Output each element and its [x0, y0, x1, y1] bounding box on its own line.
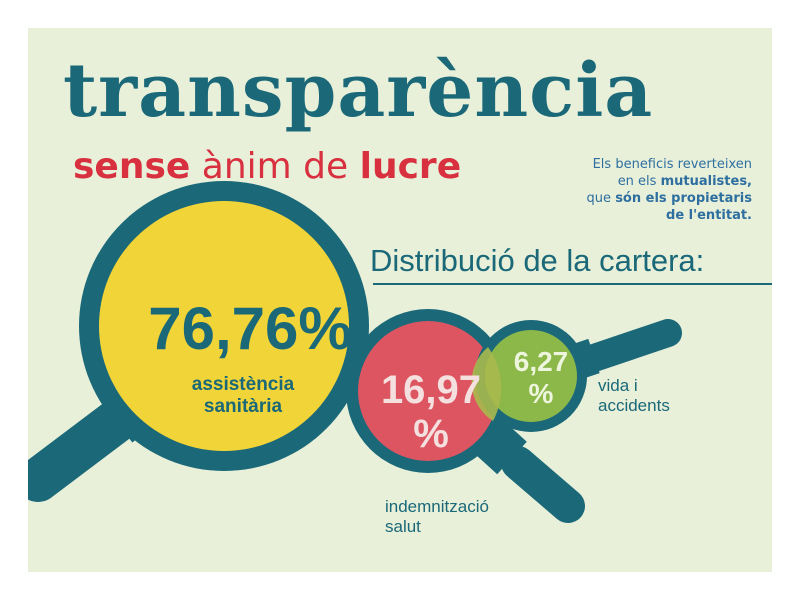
category-label-vida-line2: accidents	[598, 396, 670, 415]
slice-vida-accidents	[485, 330, 577, 422]
subtitle-words-anim-de: ànim de	[201, 146, 349, 187]
value-label-vida: 6,27%	[496, 346, 586, 410]
magnifier-chart	[28, 181, 682, 523]
chart-title-rule	[373, 283, 772, 285]
category-label-indemnitzacio: indemnització salut	[385, 497, 545, 537]
category-label-assistencia-line1: assistència	[191, 374, 295, 395]
chart-title: Distribució de la cartera:	[370, 243, 705, 278]
subtitle-word-sense: sense	[73, 146, 191, 187]
page-title: transparència	[63, 48, 654, 134]
note-line-1: Els beneficis reverteixen	[592, 157, 752, 172]
note-line-3-text: que	[586, 191, 612, 206]
medium-magnifier-handle	[501, 446, 585, 523]
note-line-2-text: en els	[617, 174, 657, 189]
note-line-3-strong: són els propietaris	[615, 191, 752, 206]
category-label-assistencia: assistència sanitària	[153, 374, 333, 418]
category-label-assistencia-line2: sanitària	[203, 396, 283, 417]
value-label-indemnitzacio-text: 16,97%	[380, 368, 482, 456]
subtitle: sense ànim de lucre	[73, 144, 461, 190]
value-label-vida-text: 6,27%	[513, 346, 569, 409]
slice-indemnitzacio-salut	[358, 321, 498, 461]
subtitle-word-lucre: lucre	[359, 146, 462, 187]
category-label-indemnitzacio-line1: indemnització	[385, 497, 489, 516]
category-label-indemnitzacio-line2: salut	[385, 517, 421, 536]
note-line-4-strong: de l'entitat.	[666, 208, 752, 223]
slice-assistencia-sanitaria	[99, 201, 349, 451]
value-label-indemnitzacio: 16,97%	[361, 368, 501, 456]
category-label-vida: vida i accidents	[598, 376, 718, 416]
infographic-panel: transparència sense ànim de lucre Els be…	[28, 28, 772, 572]
note-line-4: de l'entitat.	[552, 207, 752, 224]
note-line-2-strong: mutualistes,	[660, 174, 752, 189]
lens-overlap	[471, 347, 502, 421]
note-line-2: en els mutualistes,	[552, 173, 752, 190]
medium-magnifier-collar	[475, 421, 527, 475]
value-label-assistencia: 76,76%	[148, 295, 352, 362]
small-magnifier-handle	[574, 319, 682, 374]
big-magnifier-handle	[28, 394, 145, 502]
category-label-vida-line1: vida i	[598, 376, 638, 395]
note-line-3: que són els propietaris	[552, 190, 752, 207]
beneficis-note: Els beneficis reverteixen en els mutuali…	[552, 156, 752, 224]
